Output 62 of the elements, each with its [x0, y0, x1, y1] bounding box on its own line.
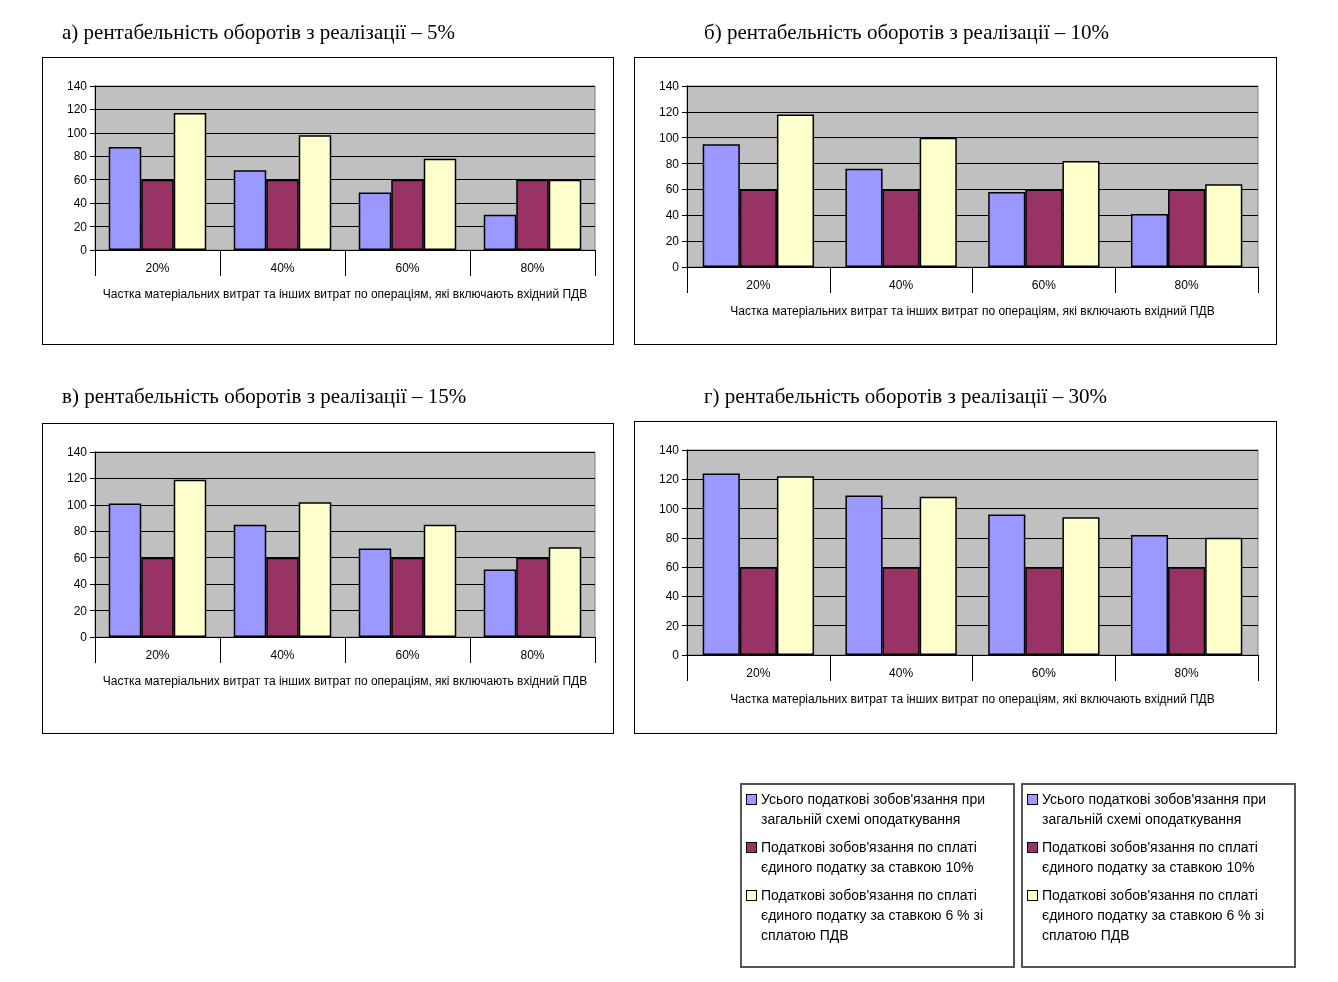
- x-tick-label: 20%: [746, 278, 771, 292]
- y-tick-label: 100: [66, 125, 88, 140]
- x-tick-label: 40%: [889, 666, 914, 680]
- y-tick-label: 0: [672, 648, 680, 662]
- y-tick-label: 0: [672, 260, 680, 274]
- x-tick-label: 60%: [1031, 278, 1057, 292]
- y-tick-label: 100: [658, 501, 680, 516]
- y-tick-label: 40: [73, 196, 88, 211]
- x-tick-label: 60%: [395, 261, 420, 275]
- x-axis-title: Частка матеріальних витрат та інших витрат по операціям, які включають вхідний ПДВ: [102, 674, 588, 688]
- y-tick-label: 60: [665, 182, 680, 197]
- y-tick-label: 80: [73, 149, 88, 164]
- y-tick-label: 140: [658, 443, 680, 457]
- y-tick-label: 20: [73, 219, 88, 234]
- y-tick-label: 100: [658, 130, 680, 145]
- x-tick-label: 60%: [395, 648, 420, 662]
- y-tick-label: 0: [80, 630, 88, 644]
- y-tick-label: 120: [658, 104, 680, 119]
- y-tick-label: 100: [66, 497, 88, 512]
- y-tick-label: 40: [665, 589, 680, 604]
- chart-title: а) рентабельність оборотів з реалізації – 5%: [62, 20, 456, 45]
- text: Усього податкові зобов'язання при загальній схемі оподаткування: [1042, 791, 1267, 827]
- y-tick-label: 60: [73, 550, 88, 565]
- y-tick-label: 40: [665, 208, 680, 223]
- x-axis-title: Частка матеріальних витрат та інших витрат по операціям, які включають вхідний ПДВ: [730, 304, 1215, 318]
- x-axis-title: Частка матеріальних витрат та інших витрат по операціям, які включають вхідний ПДВ: [102, 287, 588, 301]
- y-tick-label: 40: [73, 577, 88, 592]
- y-tick-label: 140: [66, 445, 88, 459]
- x-tick-label: 60%: [1031, 666, 1057, 680]
- y-tick-label: 120: [658, 472, 680, 487]
- x-tick-label: 80%: [520, 261, 545, 275]
- x-tick-label: 20%: [145, 648, 170, 662]
- x-axis-title: Частка матеріальних витрат та інших витрат по операціям, які включають вхідний ПДВ: [730, 692, 1215, 706]
- x-tick-label: 40%: [270, 261, 295, 275]
- x-tick-label: 20%: [746, 666, 771, 680]
- y-tick-label: 60: [665, 560, 680, 575]
- x-tick-label: 80%: [1174, 666, 1199, 680]
- chart-title: г) рентабельність оборотів з реалізації – 30%: [704, 384, 1107, 409]
- y-tick-label: 20: [665, 618, 680, 633]
- text: Податкові зобов'язання по сплаті єдиного податку за ставкою 6 % зі сплатою ПДВ: [1042, 887, 1264, 943]
- y-tick-label: 120: [66, 102, 88, 117]
- x-tick-label: 80%: [520, 648, 545, 662]
- x-tick-label: 40%: [270, 648, 295, 662]
- y-tick-label: 140: [66, 79, 88, 93]
- y-tick-label: 20: [73, 603, 88, 618]
- x-tick-label: 80%: [1174, 278, 1199, 292]
- y-tick-label: 120: [66, 471, 88, 486]
- text: Податкові зобов'язання по сплаті єдиного податку за ставкою 10%: [1042, 839, 1258, 875]
- legend-label: Податкові зобов'язання по сплаті єдиного податку за ставкою 6 % зі сплатою ПДВ: [761, 886, 984, 945]
- x-tick-label: 20%: [145, 261, 170, 275]
- y-tick-label: 20: [665, 234, 680, 249]
- y-tick-label: 60: [73, 172, 88, 187]
- y-tick-label: 0: [80, 243, 88, 257]
- legend-label: Податкові зобов'язання по сплаті єдиного податку за ставкою 10%: [761, 838, 978, 877]
- y-tick-label: 140: [658, 79, 680, 93]
- chart-title: б) рентабельність оборотів з реалізації – 10%: [704, 20, 1109, 45]
- x-tick-label: 40%: [889, 278, 914, 292]
- chart-title: в) рентабельність оборотів з реалізації – 15%: [62, 384, 467, 409]
- y-tick-label: 80: [665, 530, 680, 545]
- y-tick-label: 80: [73, 524, 88, 539]
- y-tick-label: 80: [665, 156, 680, 171]
- legend-label: Усього податкові зобов'язання при загальній схемі оподаткування: [761, 790, 986, 829]
